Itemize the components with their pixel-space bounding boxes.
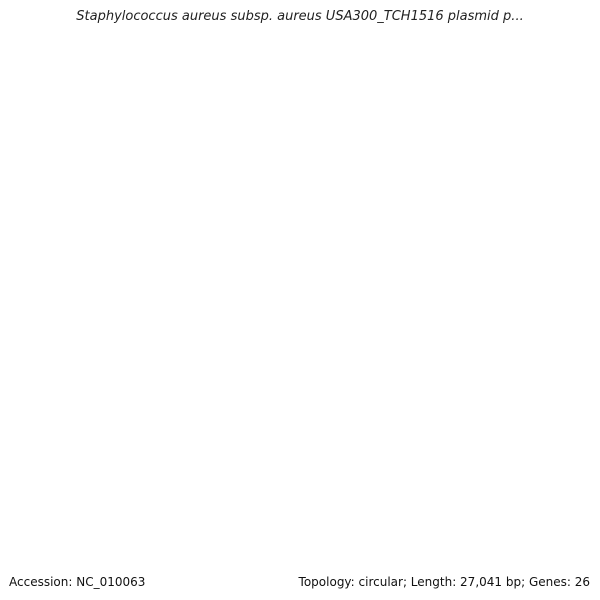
map-title: Staphylococcus aureus subsp. aureus USA3… [76,9,524,24]
accession-label: Accession: NC_010063 [9,575,146,589]
map-summary: Topology: circular; Length: 27,041 bp; G… [298,575,590,589]
